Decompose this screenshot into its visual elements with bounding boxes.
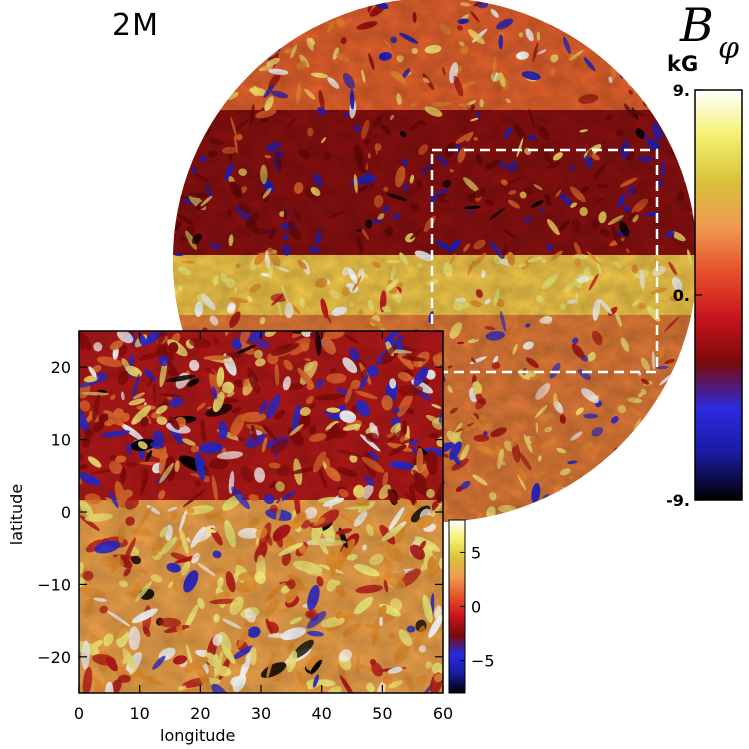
highlight-box <box>430 148 659 374</box>
x-tick-label: 20 <box>190 704 210 723</box>
main-colorbar-gradient <box>694 89 743 501</box>
main-colorbar-tick-label: 0. <box>673 286 690 305</box>
inset-field <box>79 331 443 693</box>
x-tick-label: 30 <box>251 704 271 723</box>
x-tick-label: 0 <box>74 704 84 723</box>
y-tick-label: 20 <box>51 358 71 377</box>
inset-colorbar-tick-label: 0 <box>471 598 481 617</box>
main-colorbar-tick-label: 9. <box>673 81 690 100</box>
x-axis-label: longitude <box>160 726 236 745</box>
x-tick-label: 10 <box>129 704 149 723</box>
colorbar-title: B <box>680 0 714 52</box>
model-label: 2M <box>112 8 159 43</box>
inset-colorbar-tick-label: −5 <box>471 652 495 671</box>
y-tick-label: −20 <box>37 648 71 667</box>
x-tick-label: 60 <box>433 704 453 723</box>
quantity-symbol: B <box>680 0 714 52</box>
unit-label: kG <box>667 52 699 76</box>
main-colorbar-tick-label: -9. <box>666 491 690 510</box>
y-axis: −20 −10 0 10 20 <box>37 358 443 667</box>
inset-colorbar-tick-label: 5 <box>471 543 481 562</box>
y-tick-label: 10 <box>51 431 71 450</box>
y-tick-label: −10 <box>37 575 71 594</box>
y-tick-label: 0 <box>61 503 71 522</box>
x-tick-label: 50 <box>372 704 392 723</box>
x-axis: 0 10 20 30 40 50 60 <box>74 331 453 723</box>
quantity-subscript: φ <box>718 31 740 66</box>
x-tick-label: 40 <box>311 704 331 723</box>
y-axis-label: latitude <box>7 483 27 546</box>
